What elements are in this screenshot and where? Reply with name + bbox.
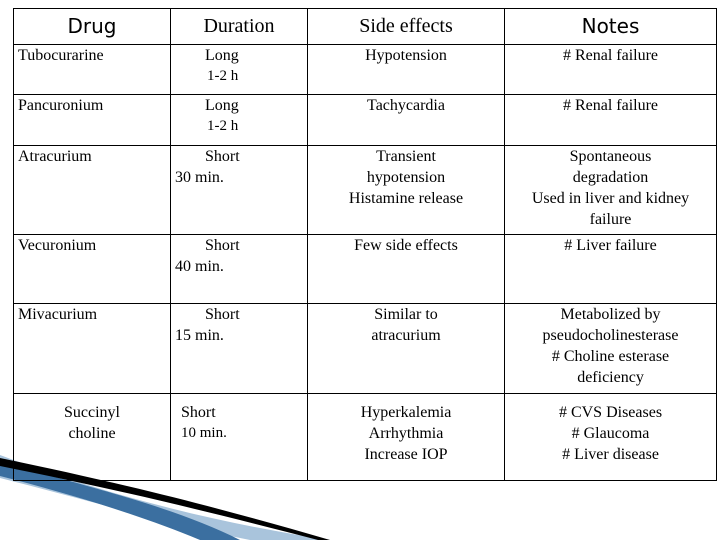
- note-text: deficiency: [577, 369, 644, 386]
- table-row: Tubocurarine Long 1-2 h Hypotension # Re…: [13, 44, 717, 95]
- drug-cell: Atracurium: [13, 145, 171, 235]
- note-text: Spontaneous: [569, 148, 652, 165]
- duration-cell: Long 1-2 h: [170, 94, 308, 146]
- side-effects-cell: Tachycardia: [307, 94, 505, 146]
- note-text: Used in liver and kidney: [531, 190, 690, 207]
- drug-name: choline: [68, 425, 116, 442]
- drug-cell: Pancuronium: [13, 94, 171, 146]
- side-effect-text: Hypotension: [365, 47, 447, 64]
- table-row: Mivacurium Short 15 min. Similar to atra…: [13, 303, 717, 394]
- drug-cell: Succinyl choline: [13, 393, 171, 481]
- notes-cell: # Renal failure: [504, 44, 717, 95]
- duration-time: 15 min.: [175, 327, 224, 344]
- notes-cell: Metabolized by pseudocholinesterase # Ch…: [504, 303, 717, 394]
- duration-cell: Long 1-2 h: [170, 44, 308, 95]
- drug-cell: Vecuronium: [13, 234, 171, 304]
- table-row: Vecuronium Short 40 min. Few side effect…: [13, 234, 717, 304]
- side-effect-text: Transient: [376, 148, 436, 165]
- side-effects-cell: Hypotension: [307, 44, 505, 95]
- notes-cell: # CVS Diseases # Glaucoma # Liver diseas…: [504, 393, 717, 481]
- side-effect-text: Similar to: [374, 306, 438, 323]
- table-row: Pancuronium Long 1-2 h Tachycardia # Ren…: [13, 94, 717, 146]
- side-effects-cell: Similar to atracurium: [307, 303, 505, 394]
- drug-name: Atracurium: [18, 148, 92, 165]
- notes-cell: # Renal failure: [504, 94, 717, 146]
- note-text: # Renal failure: [562, 97, 659, 114]
- duration-type: Long: [205, 97, 239, 114]
- drug-name: Succinyl: [64, 404, 120, 421]
- side-effect-text: hypotension: [366, 169, 446, 186]
- side-effect-text: Increase IOP: [364, 446, 448, 463]
- note-text: # CVS Diseases: [558, 404, 663, 421]
- table-row: Atracurium Short 30 min. Transient hypot…: [13, 145, 717, 235]
- note-text: # Liver failure: [564, 237, 657, 254]
- duration-cell: Short 40 min.: [170, 234, 308, 304]
- duration-type: Short: [205, 306, 240, 323]
- duration-type: Long: [205, 47, 239, 64]
- drug-cell: Mivacurium: [13, 303, 171, 394]
- side-effects-cell: Few side effects: [307, 234, 505, 304]
- notes-cell: Spontaneous degradation Used in liver an…: [504, 145, 717, 235]
- side-effect-text: Hyperkalemia: [360, 404, 452, 421]
- side-effect-text: Histamine release: [348, 190, 464, 207]
- note-text: degradation: [572, 169, 649, 186]
- note-text: # Renal failure: [562, 47, 659, 64]
- note-text: # Liver disease: [562, 446, 659, 463]
- duration-time: 1-2 h: [207, 118, 239, 134]
- note-text: pseudocholinesterase: [542, 327, 679, 344]
- side-effect-text: Arrhythmia: [368, 425, 444, 442]
- note-text: # Choline esterase: [551, 348, 670, 365]
- side-effects-cell: Transient hypotension Histamine release: [307, 145, 505, 235]
- duration-time: 1-2 h: [207, 68, 239, 84]
- header-notes: Notes: [504, 8, 717, 45]
- drug-comparison-table: Drug Duration Side effects Notes Tubocur…: [13, 8, 717, 481]
- duration-time: 30 min.: [175, 169, 224, 186]
- side-effect-text: atracurium: [371, 327, 441, 344]
- duration-cell: Short 15 min.: [170, 303, 308, 394]
- drug-name: Tubocurarine: [18, 47, 104, 64]
- notes-cell: # Liver failure: [504, 234, 717, 304]
- table-row: Succinyl choline Short 10 min. Hyperkale…: [13, 393, 717, 481]
- duration-cell: Short 30 min.: [170, 145, 308, 235]
- header-drug: Drug: [13, 8, 171, 45]
- duration-type: Short: [205, 237, 240, 254]
- side-effect-text: Tachycardia: [367, 97, 445, 114]
- side-effect-text: Few side effects: [354, 237, 458, 254]
- drug-name: Vecuronium: [18, 237, 97, 254]
- drug-name: Pancuronium: [18, 97, 104, 114]
- duration-time: 40 min.: [175, 258, 224, 275]
- duration-cell: Short 10 min.: [170, 393, 308, 481]
- drug-cell: Tubocurarine: [13, 44, 171, 95]
- duration-type: Short: [205, 148, 240, 165]
- note-text: failure: [589, 211, 632, 228]
- drug-name: Mivacurium: [18, 306, 98, 323]
- table-header-row: Drug Duration Side effects Notes: [13, 8, 717, 45]
- header-side-effects: Side effects: [307, 8, 505, 45]
- note-text: # Glaucoma: [571, 425, 650, 442]
- note-text: Metabolized by: [560, 306, 661, 323]
- side-effects-cell: Hyperkalemia Arrhythmia Increase IOP: [307, 393, 505, 481]
- duration-time: 10 min.: [181, 425, 227, 441]
- duration-type: Short: [181, 404, 216, 421]
- header-duration: Duration: [170, 8, 308, 45]
